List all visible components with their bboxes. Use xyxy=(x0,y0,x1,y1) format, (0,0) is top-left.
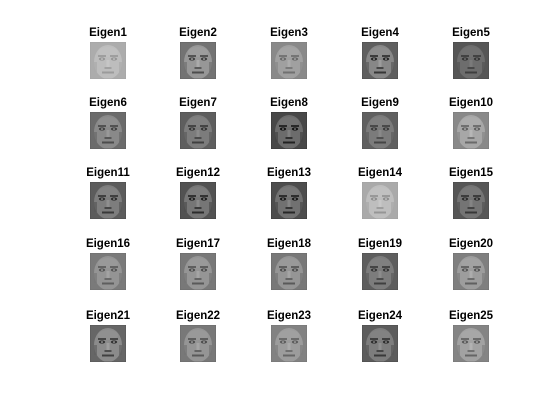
panel-title: Eigen7 xyxy=(179,97,217,109)
panel-title: Eigen10 xyxy=(448,97,494,109)
eigenface-image xyxy=(180,182,216,219)
panel-title: Eigen23 xyxy=(266,310,312,322)
eigenface-image xyxy=(180,112,216,149)
eigenface-image xyxy=(362,325,398,362)
eigenface-image xyxy=(271,325,307,362)
panel-title: Eigen20 xyxy=(448,238,494,250)
panel-title: Eigen11 xyxy=(86,167,130,179)
eigenface-image xyxy=(180,253,216,290)
panel-title: Eigen22 xyxy=(175,310,221,322)
panel-title: Eigen14 xyxy=(357,167,403,179)
panel-title: Eigen3 xyxy=(270,27,308,39)
eigenface-image xyxy=(90,182,126,219)
panel-title: Eigen13 xyxy=(266,167,312,179)
panel-title: Eigen21 xyxy=(85,310,131,322)
eigenface-image xyxy=(453,112,489,149)
eigenface-image xyxy=(90,42,126,79)
eigenface-image xyxy=(271,182,307,219)
panel-title: Eigen15 xyxy=(448,167,494,179)
eigenface-image xyxy=(180,42,216,79)
panel-title: Eigen6 xyxy=(89,97,127,109)
panel-title: Eigen19 xyxy=(357,238,403,250)
panel-title: Eigen5 xyxy=(452,27,490,39)
eigenface-image xyxy=(271,42,307,79)
eigenface-image xyxy=(453,325,489,362)
eigenface-image xyxy=(271,253,307,290)
panel-title: Eigen16 xyxy=(85,238,131,250)
panel-title: Eigen12 xyxy=(175,167,221,179)
eigenface-image xyxy=(362,112,398,149)
eigenface-image xyxy=(180,325,216,362)
panel-title: Eigen25 xyxy=(448,310,494,322)
panel-title: Eigen9 xyxy=(361,97,399,109)
eigenface-image xyxy=(90,325,126,362)
eigenface-image xyxy=(90,112,126,149)
panel-title: Eigen24 xyxy=(357,310,403,322)
panel-title: Eigen1 xyxy=(89,27,127,39)
eigenface-image xyxy=(271,112,307,149)
eigenface-image xyxy=(362,182,398,219)
panel-title: Eigen2 xyxy=(179,27,217,39)
eigenface-image xyxy=(453,42,489,79)
panel-title: Eigen18 xyxy=(266,238,312,250)
eigenface-image xyxy=(453,182,489,219)
eigenface-image xyxy=(362,42,398,79)
eigenface-image xyxy=(90,253,126,290)
eigenface-image xyxy=(453,253,489,290)
eigenface-image xyxy=(362,253,398,290)
panel-title: Eigen4 xyxy=(361,27,399,39)
panel-title: Eigen8 xyxy=(270,97,308,109)
panel-title: Eigen17 xyxy=(175,238,221,250)
